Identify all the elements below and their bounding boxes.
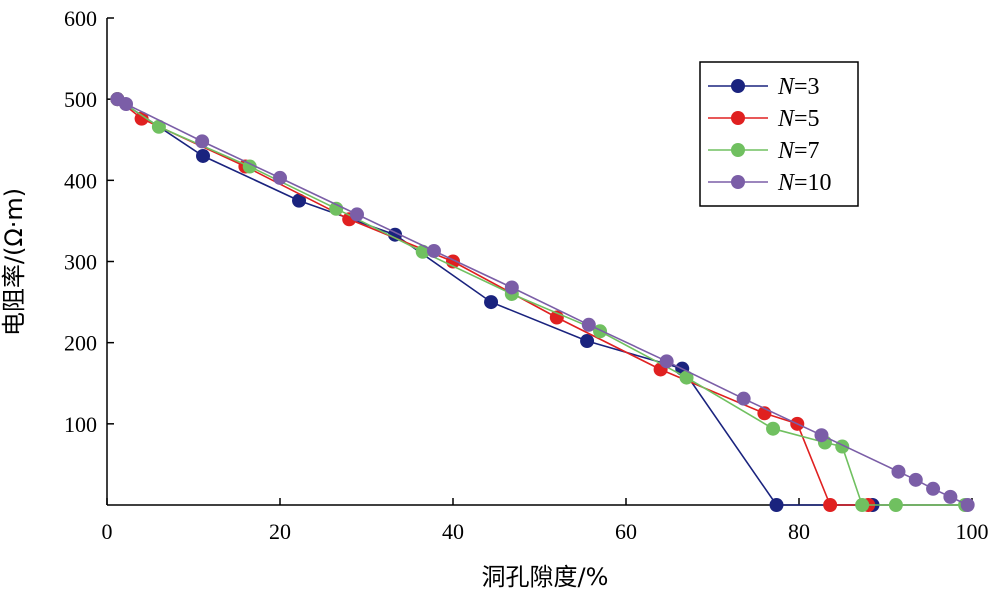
data-point (960, 498, 975, 512)
legend-swatch-marker (731, 143, 745, 157)
legend-label-italic: N (777, 170, 796, 196)
y-tick-label: 100 (64, 412, 97, 437)
data-point (580, 334, 595, 349)
legend-label: N=3 (777, 74, 820, 100)
data-point (504, 280, 519, 295)
data-point (814, 428, 829, 443)
series-line (117, 98, 969, 506)
data-point (766, 421, 781, 436)
data-point (769, 498, 784, 512)
data-point (426, 243, 441, 258)
legend-swatch-marker (731, 175, 745, 189)
legend-label-rest: =5 (794, 106, 820, 132)
y-tick-label: 200 (64, 331, 97, 356)
x-tick-label: 100 (956, 519, 989, 544)
data-point (329, 201, 344, 216)
data-point (926, 481, 941, 496)
legend-label: N=10 (777, 170, 832, 196)
x-axis-title: 洞孔隙度/% (482, 563, 609, 591)
legend-label-rest: =10 (794, 170, 832, 196)
legend-label-italic: N (777, 138, 796, 164)
legend-label-rest: =7 (794, 138, 820, 164)
series-4 (110, 92, 975, 512)
data-point (581, 317, 596, 332)
data-point (855, 498, 870, 512)
y-tick-label: 600 (64, 6, 97, 31)
y-tick-label: 400 (64, 168, 97, 193)
y-axis-title: 电阻率/(Ω·m) (0, 188, 28, 336)
legend-label-italic: N (777, 106, 796, 132)
legend-swatch-marker (731, 111, 745, 125)
legend-label: N=7 (777, 138, 820, 164)
data-point (823, 498, 838, 512)
data-point (151, 119, 166, 134)
series-line (116, 98, 966, 506)
legend-label-rest: =3 (794, 74, 820, 100)
data-point (196, 148, 211, 163)
x-tick-label: 80 (788, 519, 810, 544)
data-point (349, 207, 364, 222)
legend-swatch-marker (731, 79, 745, 93)
series-1 (110, 92, 880, 512)
x-tick-label: 0 (102, 519, 113, 544)
series-layer (110, 92, 975, 512)
data-point (943, 489, 958, 504)
data-point (119, 97, 134, 112)
legend-label-italic: N (777, 74, 796, 100)
x-tick-label: 60 (615, 519, 637, 544)
data-point (736, 391, 751, 406)
legend-label: N=5 (777, 106, 820, 132)
data-point (659, 354, 674, 369)
data-point (908, 472, 923, 487)
data-point (484, 295, 499, 310)
data-point (679, 370, 694, 385)
y-tick-label: 500 (64, 87, 97, 112)
axes: 0 20 40 60 80 100 100 200 300 400 500 600 (64, 6, 989, 544)
data-point (292, 193, 307, 208)
y-tick-label: 300 (64, 250, 97, 275)
data-point (888, 498, 903, 512)
data-point (134, 111, 149, 126)
x-tick-label: 20 (269, 519, 291, 544)
data-point (891, 464, 906, 479)
legend: N=3N=5N=7N=10 (699, 61, 859, 207)
data-point (242, 159, 257, 174)
data-point (195, 134, 210, 149)
data-point (415, 244, 430, 259)
data-point (273, 170, 287, 185)
x-tick-label: 40 (442, 519, 464, 544)
